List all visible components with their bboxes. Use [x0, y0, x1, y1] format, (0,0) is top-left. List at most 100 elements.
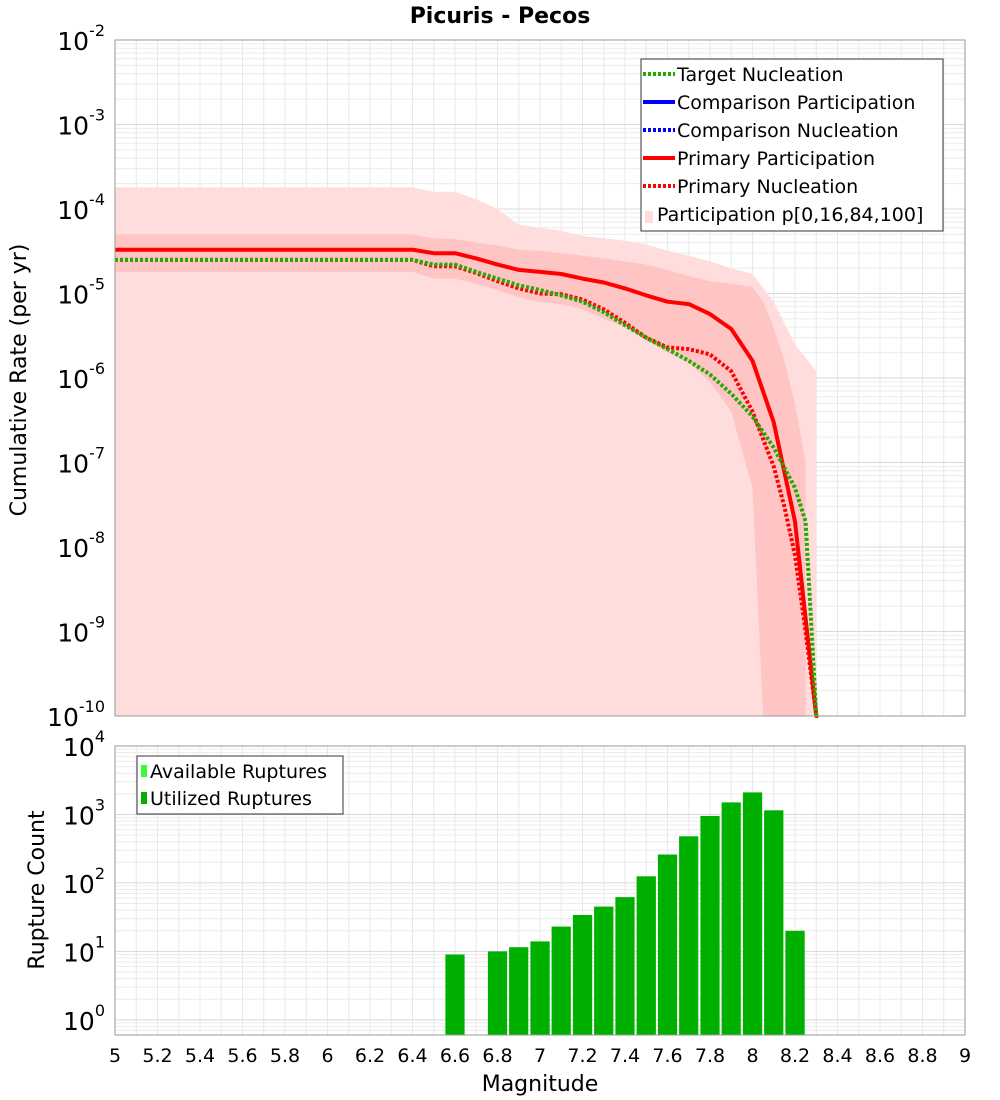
y-tick-exponent: -10 [79, 697, 105, 716]
legend: Available Ruptures Utilized Ruptures [136, 755, 344, 815]
percentile-bands [115, 187, 817, 716]
y-tick-base: 10 [63, 1007, 95, 1036]
x-tick-label: 5.8 [270, 1045, 300, 1067]
x-tick-label: 5.2 [142, 1045, 172, 1067]
legend-label: Comparison Nucleation [677, 120, 899, 142]
y-tick-base: 10 [57, 281, 89, 310]
series-lines [115, 247, 819, 718]
legend-box [136, 755, 344, 815]
x-tick-label: 7.6 [652, 1045, 682, 1067]
bar [657, 854, 678, 1035]
y-tick-label: 100 [63, 1001, 105, 1036]
y-tick-label: 10-5 [57, 275, 105, 310]
x-tick-label: 6.8 [482, 1045, 512, 1067]
y-tick-base: 10 [57, 196, 89, 225]
y-tick-label: 10-2 [57, 21, 105, 56]
x-tick-label: 8 [746, 1045, 758, 1067]
plot-frame [114, 39, 966, 717]
y-tick-exponent: 3 [95, 795, 105, 814]
y-tick-exponent: -6 [89, 359, 105, 378]
y-tick-exponent: -2 [89, 21, 105, 40]
x-axis-label: Magnitude [482, 1072, 599, 1097]
y-tick-base: 10 [63, 870, 95, 899]
y-tick-exponent: -3 [89, 106, 105, 125]
legend-box [640, 58, 944, 232]
x-tick-label: 5.4 [185, 1045, 215, 1067]
bar [594, 906, 614, 1035]
chart-title: Picuris - Pecos [410, 4, 591, 29]
x-tick-label: 7.8 [695, 1045, 725, 1067]
x-tick-label: 6.6 [440, 1045, 470, 1067]
x-tick-label: 5.6 [227, 1045, 257, 1067]
bars [445, 792, 805, 1035]
bar [636, 876, 656, 1035]
x-tick-labels: 5 5.2 5.4 5.6 5.8 6 6.2 6.4 6.6 6.8 7 7.2 7.4 7.6 7.8 8… [109, 1045, 971, 1067]
y-tick-exponent: -8 [89, 528, 105, 547]
x-tick-label: 7.4 [610, 1045, 640, 1067]
x-tick-label: 7.2 [567, 1045, 597, 1067]
y-tick-label: 104 [63, 727, 105, 762]
y-tick-label: 10-3 [57, 106, 105, 141]
bar [445, 954, 465, 1035]
legend-swatch [141, 792, 147, 804]
y-tick-exponent: 4 [95, 727, 105, 746]
y-tick-base: 10 [63, 801, 95, 830]
y-tick-label: 101 [63, 932, 105, 967]
x-tick-label: 6 [321, 1045, 333, 1067]
legend-label: Primary Nucleation [677, 176, 858, 198]
y-tick-base: 10 [57, 450, 89, 479]
y-tick-base: 10 [57, 112, 89, 141]
legend-label: Comparison Participation [677, 92, 915, 114]
y-tick-exponent: -4 [89, 190, 105, 209]
bar [615, 897, 635, 1035]
y-tick-exponent: -7 [89, 444, 105, 463]
y-tick-label: 103 [63, 795, 105, 830]
series-line-primary-participation [115, 247, 819, 718]
bar [530, 941, 550, 1035]
bar [572, 915, 593, 1035]
bar [742, 792, 763, 1035]
count-y-axis-label: Rupture Count [25, 810, 50, 970]
x-tick-label: 7 [534, 1045, 546, 1067]
y-tick-exponent: 0 [95, 1001, 105, 1020]
y-tick-exponent: -5 [89, 275, 105, 294]
x-tick-label: 8.8 [907, 1045, 937, 1067]
bar [509, 947, 529, 1035]
bar [487, 951, 508, 1035]
x-tick-label: 8.4 [822, 1045, 852, 1067]
y-tick-base: 10 [47, 703, 79, 732]
y-tick-label: 10-7 [57, 444, 105, 479]
y-tick-exponent: 2 [95, 864, 105, 883]
y-tick-label: 10-9 [57, 613, 105, 648]
x-tick-label: 8.6 [865, 1045, 895, 1067]
legend-label: Available Ruptures [150, 761, 327, 783]
y-tick-base: 10 [57, 619, 89, 648]
y-tick-label: 10-10 [47, 697, 105, 732]
x-tick-label: 5 [109, 1045, 121, 1067]
x-tick-label: 8.2 [780, 1045, 810, 1067]
bar [764, 810, 784, 1035]
y-tick-base: 10 [63, 938, 95, 967]
legend-swatch [141, 765, 147, 777]
legend-label: Target Nucleation [676, 64, 844, 86]
y-tick-base: 10 [57, 27, 89, 56]
rate-y-axis-label: Cumulative Rate (per yr) [7, 244, 32, 517]
y-tick-label: 10-8 [57, 528, 105, 563]
y-tick-base: 10 [57, 534, 89, 563]
y-tick-exponent: 1 [95, 932, 105, 951]
bar [721, 802, 741, 1035]
y-tick-base: 10 [63, 733, 95, 762]
y-tick-label: 102 [63, 864, 105, 899]
x-tick-label: 6.4 [397, 1045, 427, 1067]
rate-plot: 10-1010-910-810-710-610-510-410-310-2Tar… [47, 21, 966, 732]
y-tick-base: 10 [57, 365, 89, 394]
legend-label: Participation p[0,16,84,100] [657, 204, 923, 226]
bar [785, 930, 805, 1035]
bar [679, 836, 699, 1035]
series-line-target-nucleation [115, 257, 819, 718]
